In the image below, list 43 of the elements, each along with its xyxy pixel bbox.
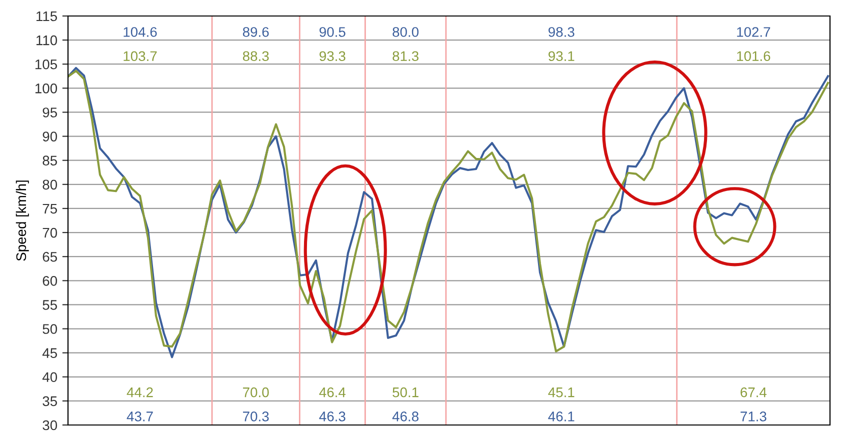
annotation: 46.3	[319, 412, 346, 422]
y-tick-label: 65	[42, 252, 58, 262]
y-tick-label: 85	[42, 156, 58, 166]
annotation: 67.4	[740, 387, 767, 398]
annotation: 88.3	[242, 51, 269, 62]
annotation: 93.3	[320, 51, 346, 62]
annotation: 70.0	[243, 387, 269, 398]
y-tick-label: 30	[42, 420, 58, 430]
annotation: 80.0	[392, 27, 419, 37]
y-tick-label: 110	[36, 35, 58, 46]
annotation: 104.6	[124, 27, 157, 37]
y-tick-label: 55	[42, 300, 58, 310]
annotation: 44.2	[126, 387, 153, 398]
y-tick-label: 40	[42, 372, 58, 382]
y-tick-label: 70	[42, 228, 58, 238]
annotation: 50.1	[392, 387, 418, 398]
annotation: 70.3	[243, 412, 269, 422]
y-tick-label: 60	[42, 276, 58, 286]
annotation: 46.8	[392, 412, 418, 422]
annotation: 98.3	[548, 27, 574, 37]
annotation: 43.7	[126, 412, 153, 422]
y-tick-label: 45	[42, 348, 58, 358]
y-tick-label: 75	[42, 204, 58, 214]
annotation: 102.7	[737, 27, 770, 37]
y-tick-label: 90	[42, 132, 58, 142]
y-tick-label: 95	[42, 108, 58, 118]
annotation: 93.1	[548, 51, 574, 62]
annotation: 90.5	[320, 27, 346, 37]
y-tick-label: 105	[35, 59, 58, 70]
annotation: 103.7	[124, 51, 157, 62]
y-tick-label: 100	[35, 84, 58, 94]
y-axis-title: Speed [km/h]	[16, 180, 29, 261]
y-tick-label: 35	[42, 396, 58, 406]
annotation: 89.6	[242, 27, 269, 37]
annotation: 46.4	[319, 387, 346, 398]
y-tick-label: 115	[36, 11, 58, 22]
annotation: 101.6	[737, 51, 770, 62]
annotation: 45.1	[548, 388, 574, 398]
y-tick-label: 80	[42, 180, 58, 190]
annotation: 71.3	[740, 412, 766, 422]
y-tick-label: 50	[42, 324, 58, 334]
annotation: 46.1	[548, 412, 574, 422]
annotation: 81.3	[392, 51, 418, 62]
